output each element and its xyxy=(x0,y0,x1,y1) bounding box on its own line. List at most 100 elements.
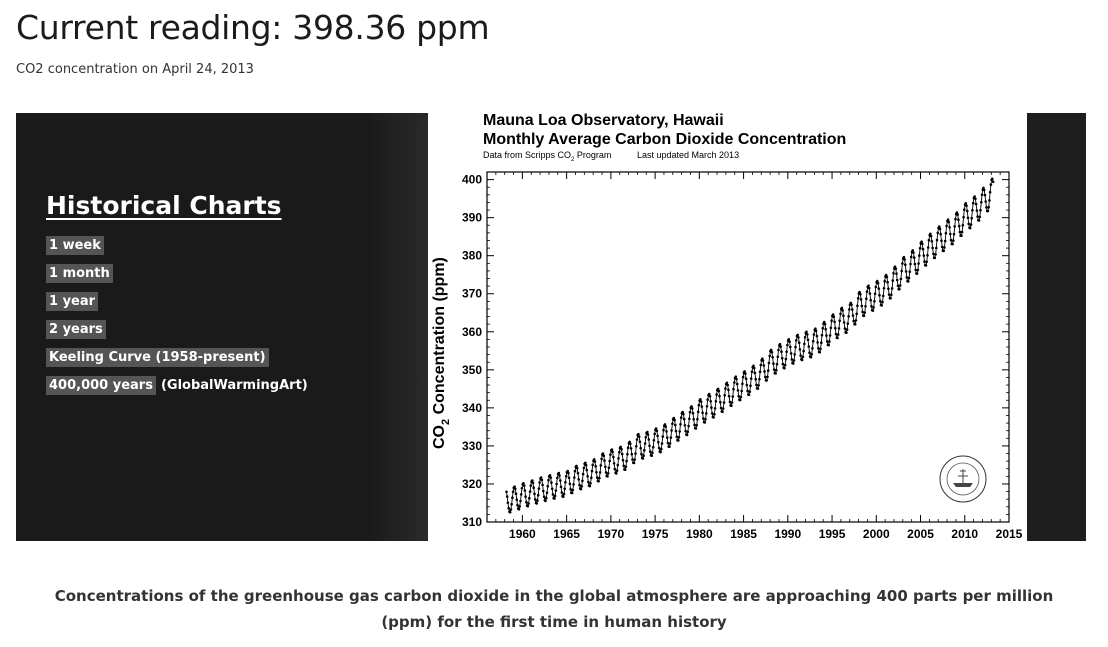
co2-point xyxy=(933,256,937,260)
co2-point xyxy=(886,280,889,284)
co2-point xyxy=(629,447,633,450)
co2-point xyxy=(768,354,771,358)
co2-point xyxy=(560,491,564,494)
link-1-week[interactable]: 1 week xyxy=(46,236,104,255)
y-tick-label: 330 xyxy=(462,439,482,453)
co2-point xyxy=(982,186,985,190)
co2-point xyxy=(790,358,794,361)
co2-point xyxy=(553,494,557,498)
co2-point xyxy=(542,489,545,493)
co2-point xyxy=(949,232,952,236)
co2-point xyxy=(887,287,890,290)
co2-point xyxy=(537,487,541,490)
co2-point xyxy=(820,341,823,344)
co2-point xyxy=(685,433,689,437)
y-tick-label: 320 xyxy=(462,477,482,491)
co2-point xyxy=(915,272,919,275)
co2-point xyxy=(580,485,583,488)
co2-point xyxy=(533,498,537,501)
historical-charts-title: Historical Charts xyxy=(46,191,282,220)
link-keeling-curve[interactable]: Keeling Curve (1958-present) xyxy=(46,348,269,367)
co2-point xyxy=(916,268,920,272)
co2-point xyxy=(660,447,663,451)
co2-point xyxy=(794,345,797,349)
co2-point xyxy=(818,350,822,354)
co2-point xyxy=(599,464,603,467)
co2-point xyxy=(927,238,931,242)
co2-point xyxy=(869,298,872,302)
co2-point xyxy=(666,441,670,445)
co2-point xyxy=(799,354,802,357)
co2-point xyxy=(718,394,721,398)
co2-point xyxy=(980,200,983,204)
co2-point xyxy=(634,445,638,448)
co2-point xyxy=(796,333,799,337)
co2-point xyxy=(704,418,707,421)
co2-point xyxy=(758,377,761,381)
co2-point xyxy=(699,400,703,403)
co2-point xyxy=(870,305,873,308)
co2-point xyxy=(923,260,926,263)
x-tick-label: 2010 xyxy=(951,527,978,541)
co2-point xyxy=(668,445,671,449)
co2-point xyxy=(622,464,625,468)
co2-point xyxy=(891,279,895,282)
co2-point xyxy=(867,286,871,290)
co2-point xyxy=(936,231,940,235)
co2-point xyxy=(538,481,541,484)
co2-point xyxy=(644,436,648,439)
co2-point xyxy=(514,487,517,491)
co2-point xyxy=(912,251,915,254)
co2-point xyxy=(607,466,611,470)
historical-item: 1 year xyxy=(46,292,308,320)
co2-point xyxy=(699,398,702,401)
co2-point xyxy=(883,279,886,283)
co2-point xyxy=(778,342,782,346)
co2-point xyxy=(612,455,615,459)
co2-point xyxy=(632,461,636,465)
co2-point xyxy=(757,384,760,387)
co2-point xyxy=(620,452,624,456)
co2-point xyxy=(621,458,625,462)
co2-point xyxy=(965,204,968,207)
co2-point xyxy=(611,450,614,454)
co2-point xyxy=(868,292,872,295)
co2-point xyxy=(595,470,598,474)
co2-point xyxy=(926,254,929,257)
co2-point xyxy=(862,314,866,318)
co2-point xyxy=(525,500,528,504)
co2-point xyxy=(507,506,510,510)
link-1-month[interactable]: 1 month xyxy=(46,264,113,283)
keeling-chart: Mauna Loa Observatory, Hawaii Monthly Av… xyxy=(428,113,1027,541)
co2-point xyxy=(956,213,959,216)
x-tick-label: 1970 xyxy=(598,527,625,541)
co2-point xyxy=(736,389,740,392)
co2-point xyxy=(968,226,972,230)
co2-point xyxy=(902,255,906,259)
co2-point xyxy=(697,403,701,407)
co2-point xyxy=(691,411,695,415)
co2-point xyxy=(620,447,623,451)
co2-series xyxy=(505,177,995,514)
co2-point xyxy=(962,215,965,219)
co2-point xyxy=(903,258,906,261)
co2-point xyxy=(520,487,524,490)
co2-point xyxy=(881,300,884,304)
co2-point xyxy=(806,333,809,336)
co2-point xyxy=(713,413,716,416)
noaa-seal-icon xyxy=(939,455,987,503)
co2-point xyxy=(811,339,815,343)
link-2-years[interactable]: 2 years xyxy=(46,320,106,339)
co2-point xyxy=(774,372,777,375)
link-1-year[interactable]: 1 year xyxy=(46,292,99,311)
co2-point xyxy=(635,438,639,441)
co2-point xyxy=(988,199,991,202)
co2-point xyxy=(814,327,817,330)
co2-point xyxy=(894,267,898,270)
co2-point xyxy=(942,249,945,253)
y-axis-label-co: CO xyxy=(431,425,448,449)
chart-source-sub: 2 xyxy=(571,157,575,163)
co2-point xyxy=(735,377,738,381)
link-400000-years[interactable]: 400,000 years xyxy=(46,376,156,395)
co2-point xyxy=(662,428,665,432)
